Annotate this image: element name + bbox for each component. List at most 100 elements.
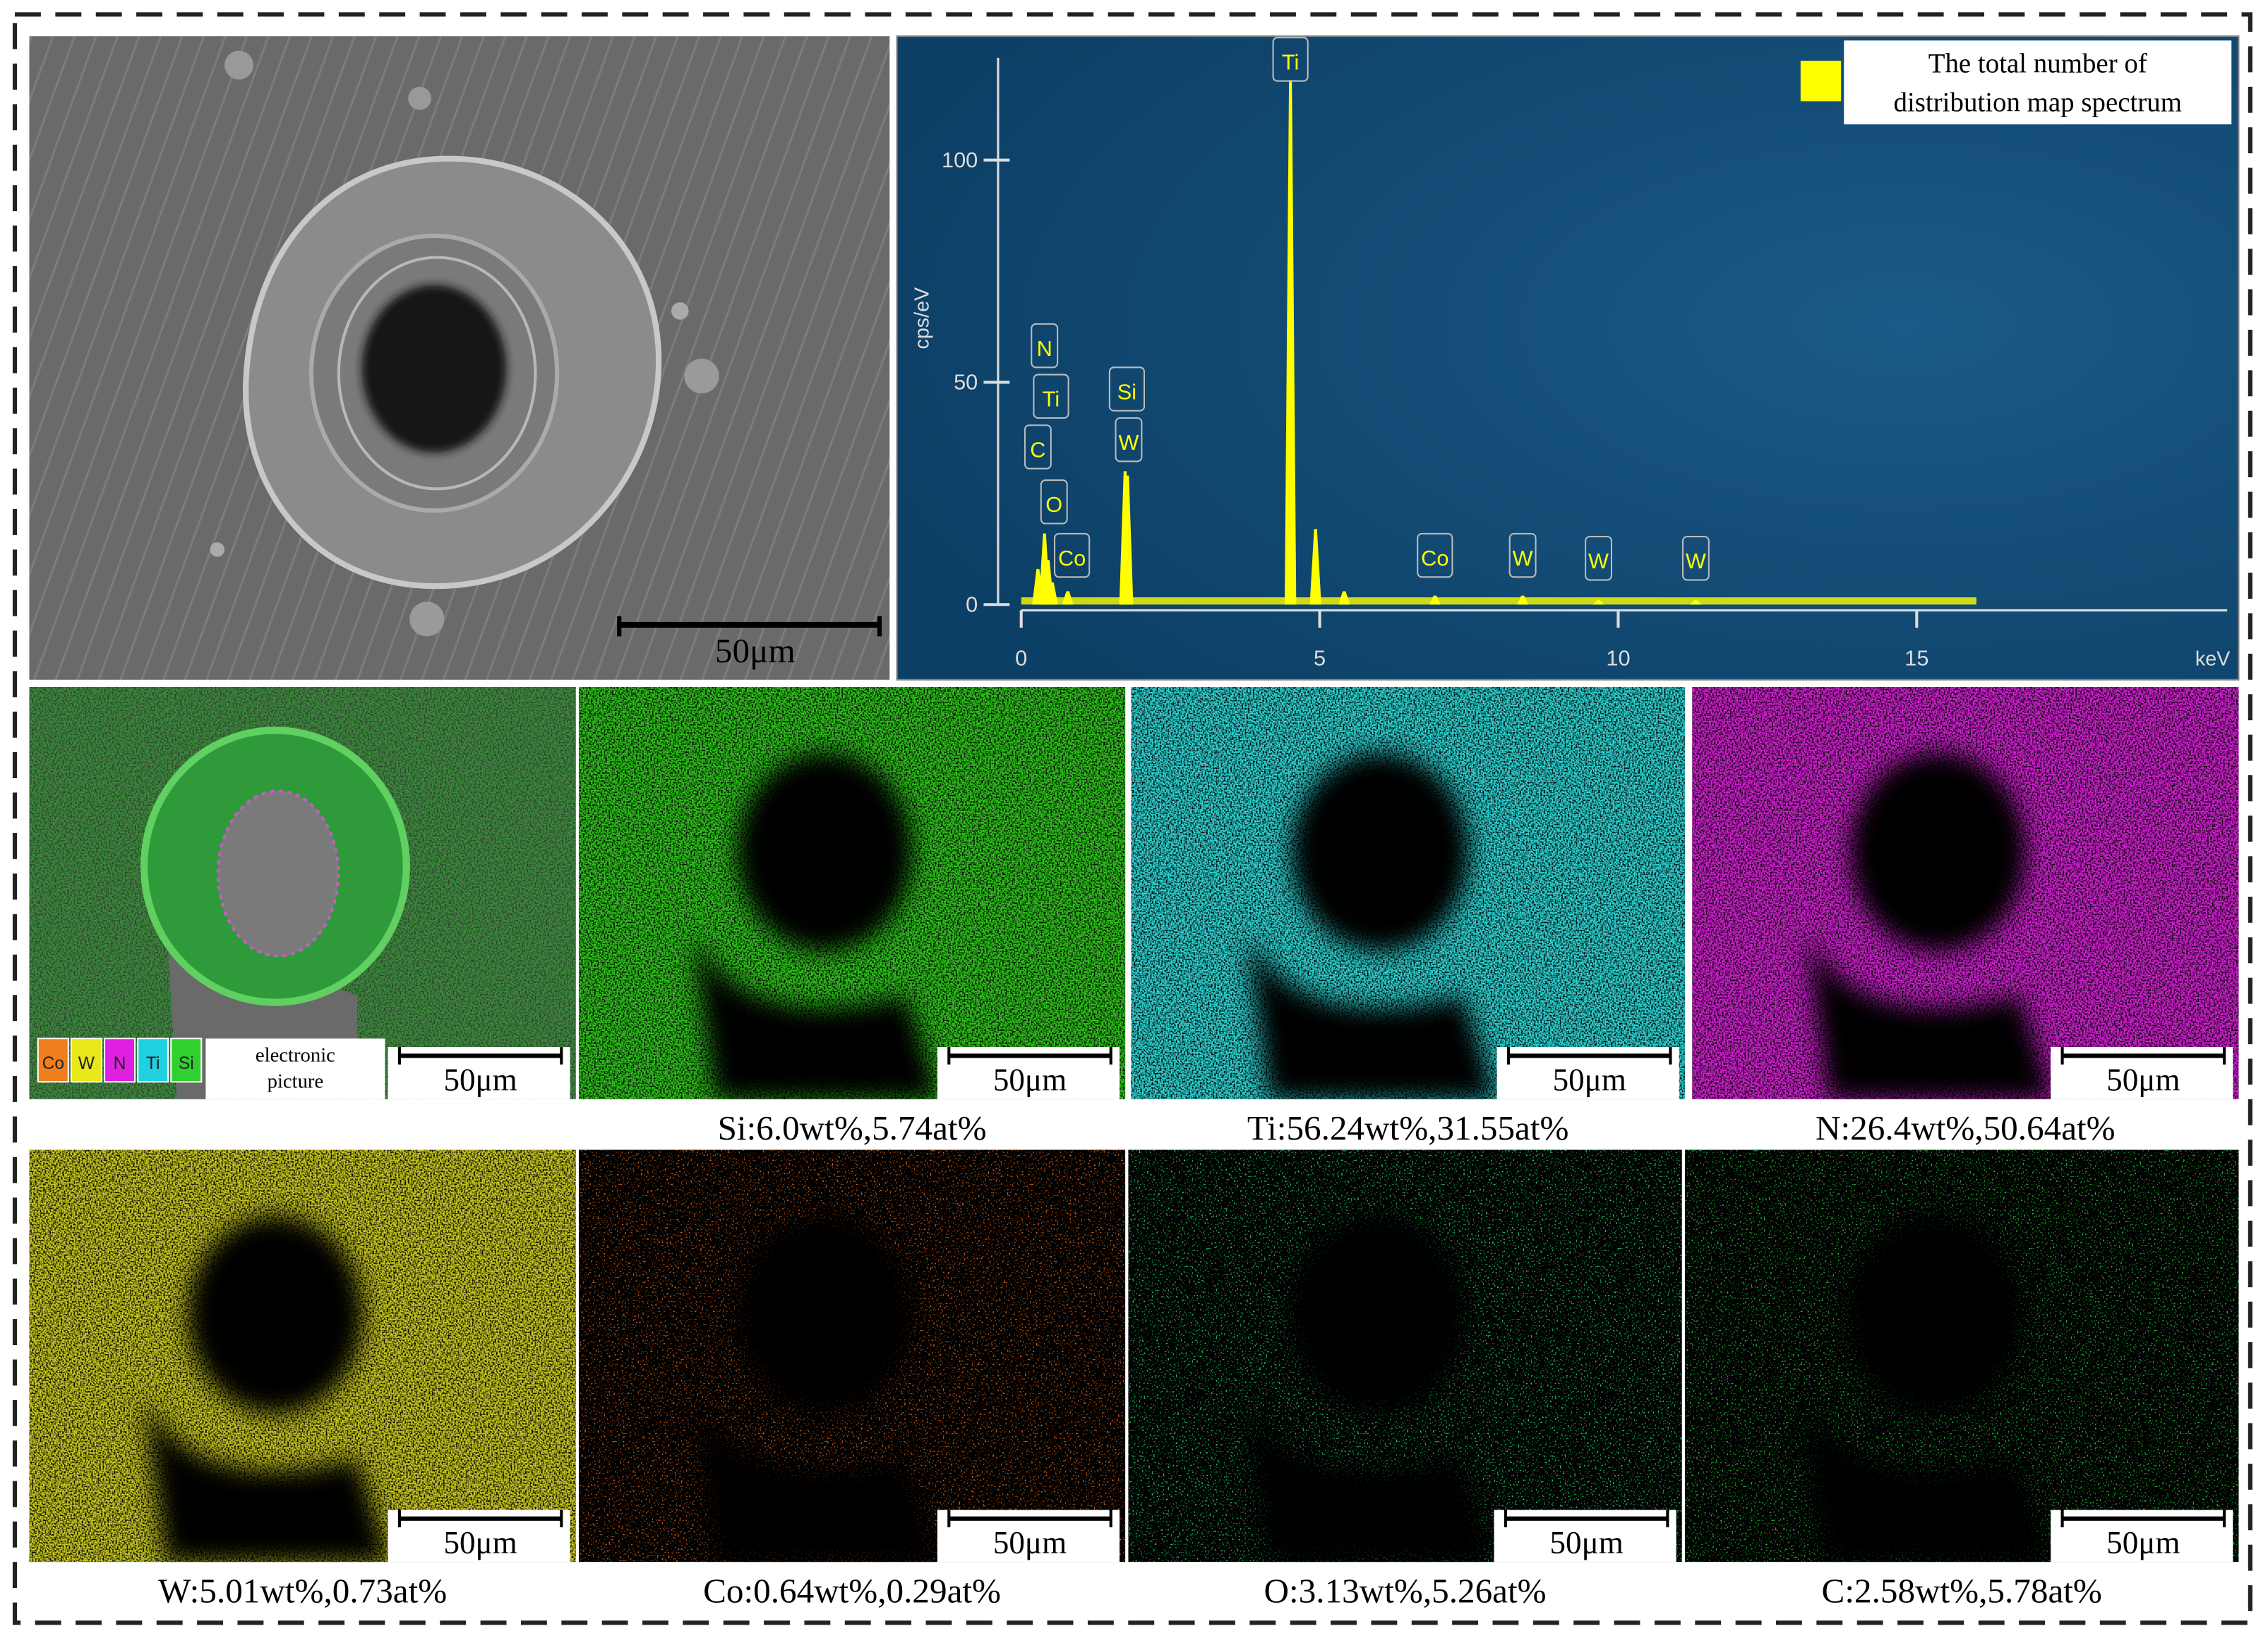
depleted-hole — [188, 1215, 363, 1414]
scale-bar-label: 50μm — [443, 1063, 517, 1098]
legend-label: N — [114, 1054, 126, 1073]
y-tick-label: 0 — [966, 592, 978, 616]
legend-swatch — [70, 1037, 102, 1083]
depleted-region — [1801, 1397, 2051, 1563]
peak-label-box — [1031, 323, 1059, 369]
peak-label: N — [1037, 336, 1052, 361]
depleted-region — [693, 934, 940, 1099]
peak-label-box — [1033, 374, 1069, 419]
hole — [216, 789, 340, 958]
peak-label: W — [1588, 549, 1609, 573]
legend-label: Si — [179, 1054, 194, 1073]
peak-label-box — [1024, 424, 1052, 470]
legend-swatch — [104, 1037, 136, 1083]
depleted-region — [1247, 934, 1497, 1099]
depleted-region — [693, 1397, 940, 1563]
x-tick-label: 0 — [1015, 645, 1027, 670]
depleted-region — [144, 1397, 390, 1563]
peak-label-box — [1040, 479, 1068, 525]
peak-label: O — [1045, 492, 1062, 517]
y-axis-label: cps/eV — [911, 287, 934, 349]
peak-label-box — [1417, 532, 1453, 578]
scale-bar-label: 50μm — [993, 1063, 1067, 1098]
peak-label: Co — [1058, 546, 1086, 570]
x-tick-label: 5 — [1314, 645, 1326, 670]
depleted-hole — [1288, 1215, 1466, 1414]
map-caption: W:5.01wt%,0.73at% — [158, 1572, 447, 1611]
depleted-hole — [1850, 753, 2026, 951]
spectrum-peak — [1062, 591, 1074, 605]
depleted-hole — [1291, 753, 1469, 951]
legend-swatch — [1800, 61, 1842, 102]
peak-label: Si — [1117, 379, 1136, 404]
element-maps: Co W N Ti Si electronic picture 50μm 50μmSi:6.0w… — [29, 686, 2239, 1611]
scale-bar-label: 50μm — [1553, 1063, 1626, 1098]
peak-label: Ti — [1282, 49, 1299, 74]
legend-swatch — [170, 1037, 203, 1083]
legend-line: The total number of — [1928, 48, 2147, 78]
scale-bar-label: 50μm — [2106, 1525, 2180, 1560]
scale-bar-label: 50μm — [715, 631, 796, 670]
map-caption: Ti:56.24wt%,31.55at% — [1247, 1109, 1569, 1147]
peak-label-box — [1108, 366, 1146, 412]
peak-label: Co — [1421, 546, 1448, 570]
frame — [12, 12, 2252, 1625]
element-map: Co W N Ti Si electronic picture 50μm — [29, 686, 576, 1099]
map-caption: C:2.58wt%,5.78at% — [1822, 1572, 2102, 1611]
element-map: 50μm Co:0.64wt%,0.29at% — [578, 1149, 1126, 1611]
x-axis-label: keV — [2195, 647, 2230, 670]
element-map: 50μm Ti:56.24wt%,31.55at% — [1131, 686, 1685, 1147]
legend-note-box — [205, 1038, 385, 1099]
scale-bar-label: 50μm — [1550, 1525, 1624, 1560]
depleted-region — [1806, 934, 2053, 1099]
baseline-continuum — [1021, 597, 1976, 605]
spectrum-peak — [1429, 595, 1441, 605]
scale-bar-label: 50μm — [2106, 1063, 2180, 1098]
depleted-hole — [737, 1215, 913, 1414]
legend-label: Co — [42, 1054, 64, 1073]
map-caption: O:3.13wt%,5.26at% — [1264, 1572, 1547, 1611]
legend-note: electronic picture — [256, 1044, 335, 1093]
legend-label: Ti — [146, 1054, 160, 1073]
depleted-region — [1244, 1397, 1494, 1563]
peak-label-box — [1054, 532, 1091, 578]
spectrum-peak — [1122, 475, 1134, 605]
x-tick-label: 15 — [1904, 645, 1928, 670]
sem-image: 50μm — [29, 36, 890, 680]
spectrum-peak — [1046, 582, 1058, 605]
map-caption: N:26.4wt%,50.64at% — [1816, 1109, 2116, 1147]
peak-label-box — [1681, 535, 1710, 581]
legend-swatch — [37, 1037, 69, 1083]
peak-label: W — [1513, 546, 1533, 570]
peak-label: C — [1030, 437, 1045, 462]
depleted-hole — [1845, 1215, 2023, 1414]
scale-bar-label: 50μm — [993, 1525, 1067, 1560]
peak-label: W — [1118, 430, 1139, 455]
y-tick-label: 100 — [942, 148, 978, 172]
peak-label-box — [1508, 532, 1537, 578]
legend-swatch — [137, 1037, 169, 1083]
legend-box — [1844, 40, 2232, 125]
scale-bar-label: 50μm — [443, 1525, 517, 1560]
depleted-hole — [737, 753, 913, 951]
legend-line: distribution map spectrum — [1894, 88, 2182, 118]
x-tick-label: 10 — [1606, 645, 1630, 670]
peak-label: Ti — [1043, 387, 1060, 412]
map-caption: Co:0.64wt%,0.29at% — [703, 1572, 1001, 1611]
peak-label-box — [1585, 535, 1613, 581]
peak-label: W — [1686, 549, 1706, 573]
spectrum-panel: 0 5 10 15 0 50 100 keV cps/eV C N Ti O Co Si W Ti Co W W W Th… — [896, 35, 2240, 681]
map-caption: Si:6.0wt%,5.74at% — [718, 1109, 987, 1147]
spectrum-peak — [1338, 591, 1350, 605]
element-map: 50μm W:5.01wt%,0.73at% — [29, 1149, 576, 1611]
spectrum-peak — [1516, 595, 1529, 605]
peak-label-box — [1272, 37, 1309, 82]
spectrum-peak — [1284, 80, 1297, 605]
spectrum-peak — [1592, 599, 1604, 605]
legend-label: W — [78, 1054, 95, 1073]
